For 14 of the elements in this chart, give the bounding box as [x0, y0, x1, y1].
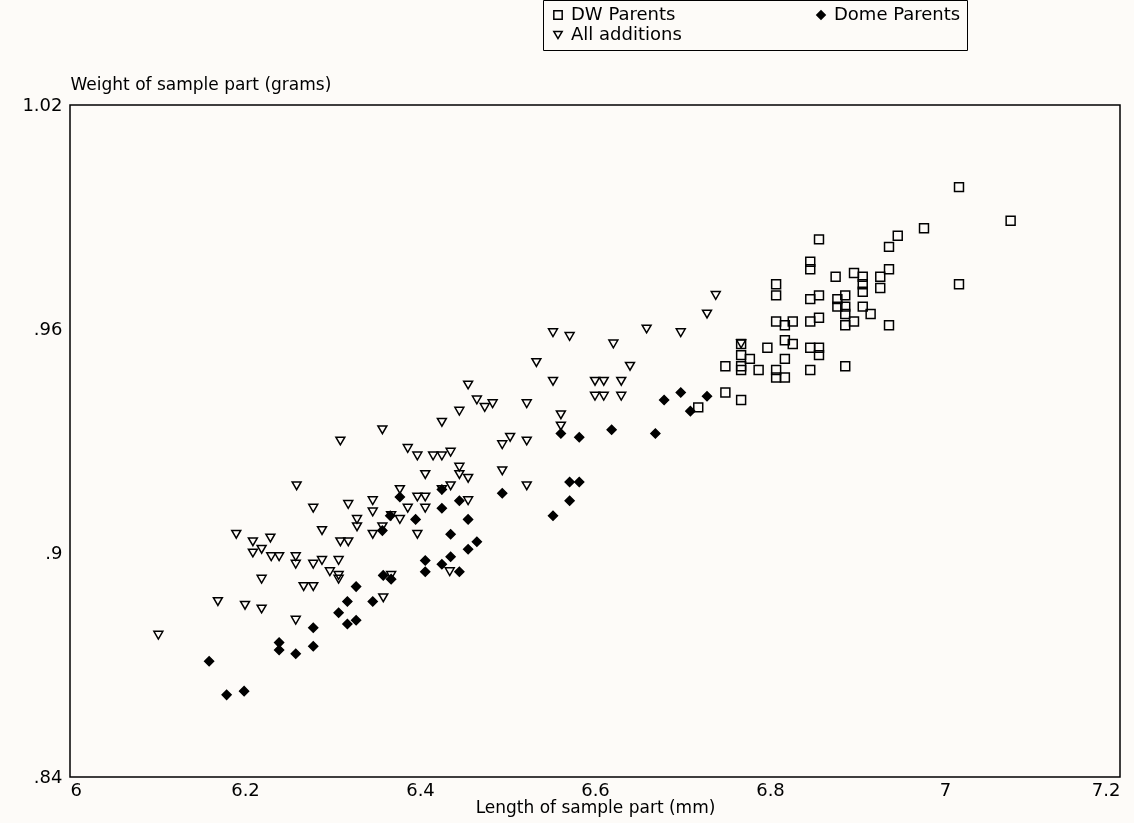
x-tick-label: 6.2 [231, 778, 260, 800]
legend-label: Dome Parents [834, 3, 961, 24]
x-tick-label: 7.2 [1091, 778, 1121, 800]
y-axis-title: Weight of sample part (grams) [70, 73, 332, 94]
y-tick-label: .96 [33, 317, 63, 339]
x-tick-label: 6.4 [406, 778, 435, 800]
legend-label: All additions [571, 23, 682, 44]
legend-label: DW Parents [571, 3, 676, 24]
x-tick-label: 7 [939, 778, 952, 800]
x-tick-label: 6.8 [756, 778, 785, 800]
y-tick-label: 1.02 [22, 93, 63, 115]
y-tick-label: .9 [45, 541, 63, 563]
x-tick-label: 6 [70, 778, 82, 800]
y-tick-label: .84 [33, 765, 63, 787]
